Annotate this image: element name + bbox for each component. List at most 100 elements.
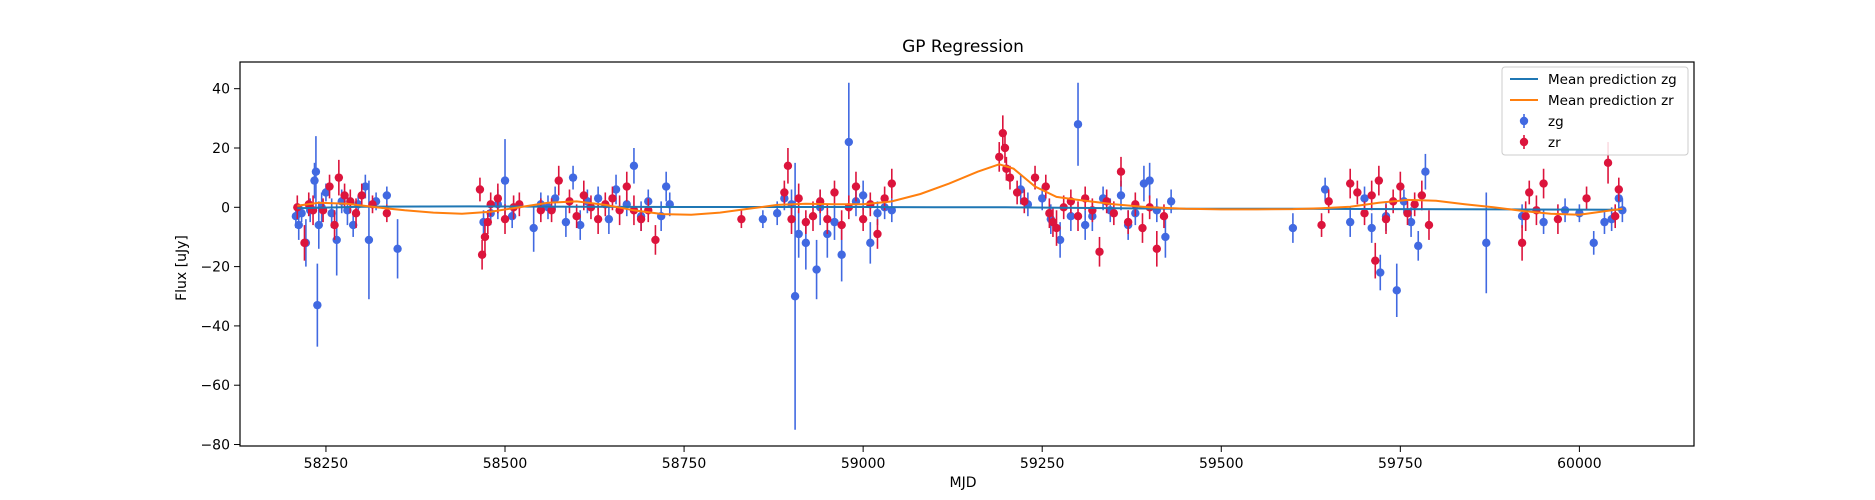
zg-point bbox=[801, 238, 811, 248]
zg-point bbox=[887, 206, 896, 215]
y-axis-label: Flux [uJy] bbox=[174, 235, 190, 301]
zr-point bbox=[1095, 247, 1104, 256]
axes-frame bbox=[239, 61, 1695, 447]
zr-point bbox=[1052, 223, 1061, 233]
zr-point bbox=[1041, 182, 1050, 191]
zg-point bbox=[1421, 167, 1430, 176]
zr-point bbox=[1030, 173, 1040, 182]
zg-point bbox=[1406, 217, 1416, 227]
zg-point bbox=[611, 185, 621, 194]
zr-point bbox=[830, 188, 839, 197]
zr-point bbox=[547, 206, 556, 215]
zr-point bbox=[995, 152, 1004, 162]
zg-point bbox=[1066, 211, 1076, 221]
zr-point bbox=[1371, 256, 1380, 265]
zr-point bbox=[1517, 238, 1527, 248]
zr-point bbox=[1109, 209, 1119, 218]
zg-point bbox=[1116, 191, 1126, 200]
zr-point bbox=[1116, 167, 1126, 176]
x-tick-label: 58500 bbox=[483, 456, 528, 472]
zr-point bbox=[480, 232, 490, 242]
zr-point bbox=[593, 214, 603, 224]
zr-point bbox=[873, 229, 882, 239]
x-tick-label: 60000 bbox=[1557, 456, 1602, 472]
zr-point bbox=[1403, 209, 1412, 218]
zg-point bbox=[772, 209, 782, 218]
zr-point bbox=[1123, 217, 1133, 227]
chart-title: GP Regression bbox=[902, 37, 1024, 57]
zr-point bbox=[1138, 223, 1147, 233]
zg-point bbox=[1073, 120, 1083, 129]
zg-point bbox=[858, 191, 868, 200]
zg-point bbox=[1345, 217, 1355, 227]
zr-point bbox=[787, 214, 796, 224]
zg-point bbox=[830, 217, 839, 227]
zg-point bbox=[629, 161, 639, 170]
y-tick-label: −80 bbox=[200, 438, 230, 454]
y-tick-label: −60 bbox=[200, 378, 230, 394]
zr-point bbox=[887, 179, 896, 188]
zg-point bbox=[1055, 235, 1065, 245]
zr-point bbox=[1417, 191, 1427, 200]
zr-point bbox=[1582, 194, 1591, 203]
zr-point bbox=[1614, 185, 1623, 194]
y-tick-label: −40 bbox=[200, 319, 230, 335]
zg-point bbox=[1482, 238, 1491, 248]
legend-box bbox=[1501, 66, 1689, 156]
zr-point bbox=[300, 238, 309, 248]
y-tick-label: 20 bbox=[212, 141, 230, 157]
legend-label: Mean prediction zr bbox=[1548, 93, 1674, 109]
zr-point bbox=[579, 191, 589, 200]
zg-point bbox=[1414, 241, 1423, 251]
legend-label: Mean prediction zg bbox=[1548, 72, 1677, 88]
zr-point bbox=[1424, 220, 1434, 230]
zr-point bbox=[801, 217, 811, 227]
zr-point bbox=[1396, 182, 1405, 191]
zr-point bbox=[330, 220, 339, 230]
zg-point bbox=[794, 229, 803, 239]
zr-point bbox=[500, 214, 510, 224]
zg-point bbox=[873, 209, 882, 218]
zg-point bbox=[837, 250, 846, 259]
x-tick-label: 59750 bbox=[1378, 456, 1423, 472]
zr-point bbox=[880, 194, 889, 203]
zr-point bbox=[851, 182, 861, 191]
zr-point bbox=[808, 211, 818, 221]
x-tick-label: 59250 bbox=[1020, 456, 1065, 472]
zr-point bbox=[340, 191, 349, 200]
zr-point bbox=[794, 194, 803, 203]
zg-point bbox=[314, 220, 323, 230]
zr-point bbox=[483, 217, 493, 227]
legend-label: zg bbox=[1548, 114, 1564, 130]
zr-point bbox=[1073, 211, 1083, 221]
x-axis-label: MJD bbox=[950, 475, 977, 491]
zr-point bbox=[536, 206, 546, 215]
zr-point bbox=[351, 209, 361, 218]
legend-swatch-zr bbox=[1519, 137, 1529, 147]
legend: Mean prediction zg Mean prediction zr zg zr bbox=[1501, 66, 1689, 156]
zg-point bbox=[1145, 176, 1154, 185]
zr-point bbox=[622, 182, 631, 191]
zg-point bbox=[758, 214, 768, 224]
x-tick-label: 58250 bbox=[304, 456, 349, 472]
zg-point bbox=[593, 194, 603, 203]
zr-point bbox=[1045, 209, 1054, 218]
zg-point bbox=[844, 137, 854, 147]
legend-swatch-zg bbox=[1519, 116, 1529, 126]
zr-point bbox=[1367, 191, 1376, 200]
zr-point bbox=[357, 191, 366, 200]
line-mean-prediction-zr bbox=[297, 163, 1623, 216]
zg-point bbox=[382, 191, 392, 200]
zr-point bbox=[1324, 197, 1333, 206]
zr-point bbox=[382, 209, 392, 218]
zg-point bbox=[1038, 194, 1047, 203]
zg-point bbox=[294, 220, 303, 230]
zg-point bbox=[1161, 232, 1170, 242]
zr-point bbox=[572, 211, 581, 221]
zg-point bbox=[812, 265, 821, 274]
zr-point bbox=[1525, 188, 1534, 197]
zg-point bbox=[1600, 217, 1609, 227]
y-tick-label: 0 bbox=[221, 200, 230, 216]
zr-point bbox=[1000, 143, 1010, 153]
